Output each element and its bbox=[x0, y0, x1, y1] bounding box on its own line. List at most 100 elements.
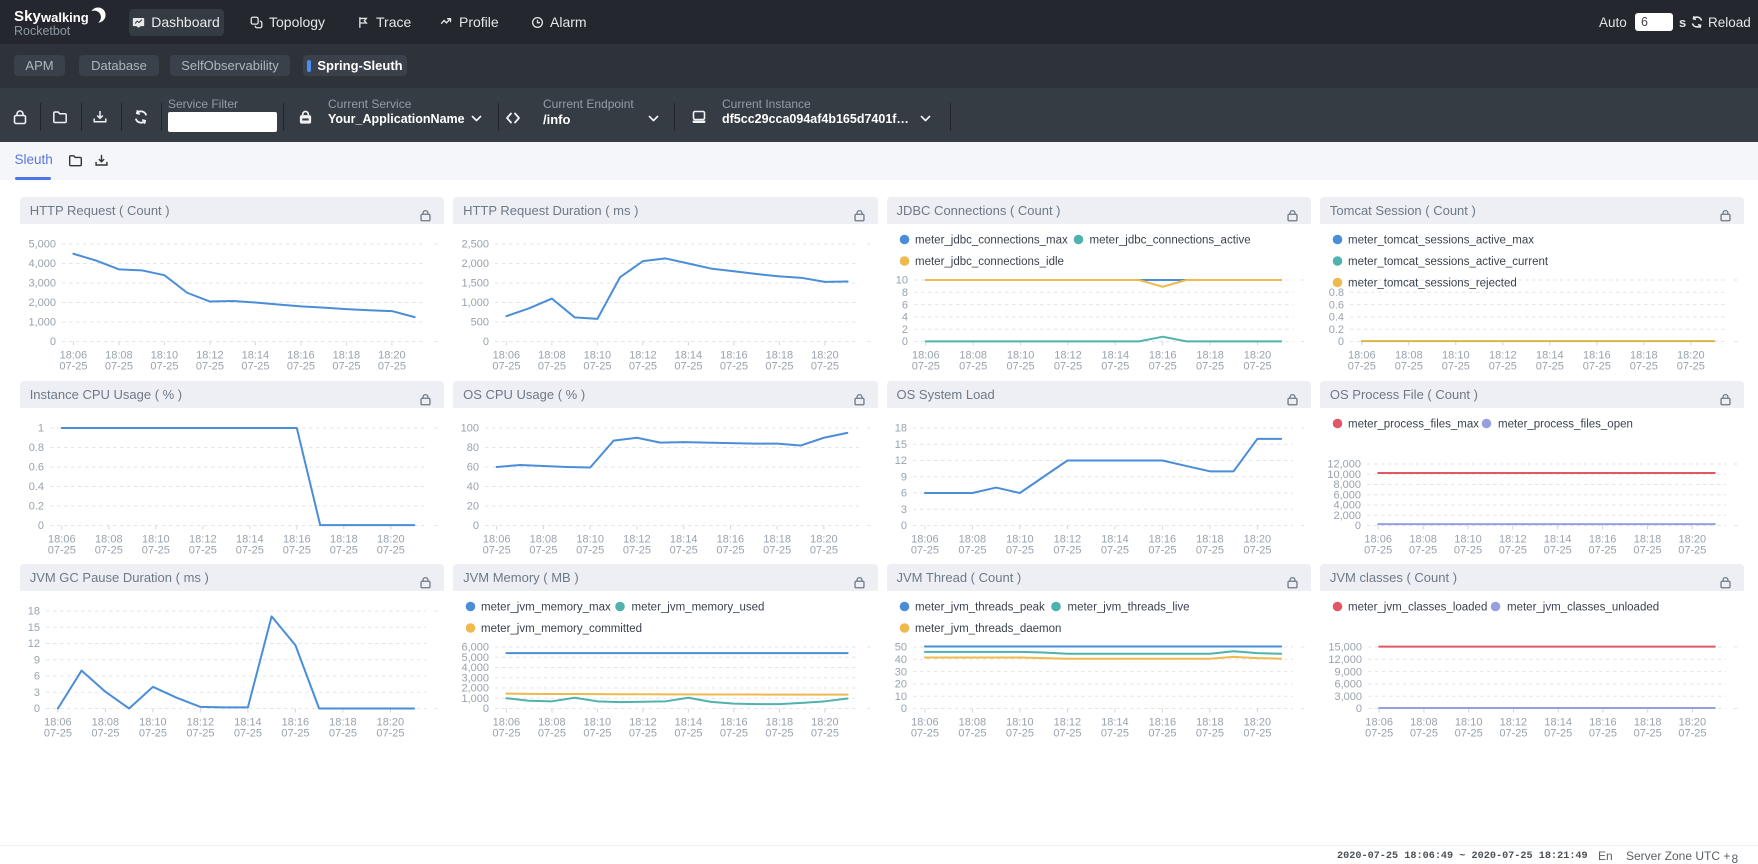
svg-text:2,000: 2,000 bbox=[1333, 509, 1361, 521]
svg-text:20: 20 bbox=[467, 500, 479, 512]
svg-text:0: 0 bbox=[901, 336, 907, 348]
svg-text:07-25: 07-25 bbox=[1243, 728, 1271, 740]
svg-text:9: 9 bbox=[34, 655, 40, 667]
svg-text:18:08: 18:08 bbox=[1395, 350, 1423, 362]
svg-text:07-25: 07-25 bbox=[287, 361, 315, 373]
svg-text:0.2: 0.2 bbox=[28, 500, 43, 512]
svg-text:6: 6 bbox=[901, 299, 907, 311]
svg-text:2,000: 2,000 bbox=[462, 683, 490, 695]
svg-text:3,000: 3,000 bbox=[1334, 691, 1362, 703]
svg-text:18:20: 18:20 bbox=[1678, 533, 1706, 545]
svg-text:07-25: 07-25 bbox=[44, 728, 72, 740]
svg-text:18:12: 18:12 bbox=[189, 533, 217, 545]
svg-text:07-25: 07-25 bbox=[1499, 728, 1527, 740]
svg-text:18:10: 18:10 bbox=[577, 533, 605, 545]
svg-text:07-25: 07-25 bbox=[1148, 544, 1176, 556]
svg-text:07-25: 07-25 bbox=[1243, 544, 1271, 556]
svg-text:6,000: 6,000 bbox=[462, 642, 490, 654]
svg-text:07-25: 07-25 bbox=[1633, 544, 1661, 556]
svg-text:18:20: 18:20 bbox=[378, 350, 406, 362]
svg-text:18:06: 18:06 bbox=[911, 717, 939, 729]
svg-text:meter_jvm_classes_loaded: meter_jvm_classes_loaded bbox=[1348, 602, 1487, 614]
svg-text:0: 0 bbox=[1356, 703, 1362, 715]
svg-text:18:10: 18:10 bbox=[150, 350, 178, 362]
svg-text:07-25: 07-25 bbox=[1365, 728, 1393, 740]
svg-text:18:06: 18:06 bbox=[493, 350, 521, 362]
svg-text:18:06: 18:06 bbox=[1365, 717, 1393, 729]
svg-text:meter_jvm_threads_daemon: meter_jvm_threads_daemon bbox=[915, 623, 1061, 635]
svg-text:8: 8 bbox=[901, 287, 907, 299]
svg-text:18:12: 18:12 bbox=[1500, 717, 1528, 729]
svg-text:07-25: 07-25 bbox=[1677, 361, 1705, 373]
svg-text:18:08: 18:08 bbox=[1409, 533, 1437, 545]
svg-text:07-25: 07-25 bbox=[1544, 544, 1572, 556]
svg-text:18:18: 18:18 bbox=[1196, 533, 1224, 545]
svg-text:5,000: 5,000 bbox=[462, 652, 490, 664]
svg-text:100: 100 bbox=[461, 422, 479, 434]
svg-text:18:20: 18:20 bbox=[376, 717, 404, 729]
svg-text:18:16: 18:16 bbox=[281, 717, 309, 729]
svg-text:18:18: 18:18 bbox=[766, 350, 794, 362]
svg-text:12,000: 12,000 bbox=[1328, 654, 1362, 666]
svg-text:4: 4 bbox=[901, 312, 907, 324]
svg-text:1,000: 1,000 bbox=[462, 297, 490, 309]
svg-text:18:18: 18:18 bbox=[764, 533, 792, 545]
svg-text:18:16: 18:16 bbox=[1589, 533, 1617, 545]
svg-text:07-25: 07-25 bbox=[1409, 544, 1437, 556]
svg-text:18:12: 18:12 bbox=[1053, 533, 1081, 545]
svg-text:meter_jdbc_connections_max: meter_jdbc_connections_max bbox=[915, 235, 1068, 247]
svg-text:07-25: 07-25 bbox=[492, 361, 520, 373]
svg-text:5,000: 5,000 bbox=[28, 239, 56, 251]
svg-text:0: 0 bbox=[483, 703, 489, 715]
svg-text:18:14: 18:14 bbox=[1101, 350, 1129, 362]
svg-text:07-25: 07-25 bbox=[1630, 361, 1658, 373]
svg-text:3: 3 bbox=[34, 687, 40, 699]
svg-text:0.6: 0.6 bbox=[1329, 299, 1344, 311]
svg-text:18:10: 18:10 bbox=[584, 350, 612, 362]
svg-text:18:10: 18:10 bbox=[1006, 350, 1034, 362]
svg-text:07-25: 07-25 bbox=[139, 728, 167, 740]
svg-text:18:16: 18:16 bbox=[287, 350, 315, 362]
svg-text:18:12: 18:12 bbox=[629, 717, 657, 729]
svg-text:07-25: 07-25 bbox=[910, 544, 938, 556]
svg-text:4,000: 4,000 bbox=[28, 258, 56, 270]
svg-text:18:16: 18:16 bbox=[1148, 533, 1176, 545]
svg-text:07-25: 07-25 bbox=[763, 544, 791, 556]
svg-text:18:18: 18:18 bbox=[766, 717, 794, 729]
svg-text:15,000: 15,000 bbox=[1328, 642, 1362, 654]
svg-text:meter_process_files_open: meter_process_files_open bbox=[1498, 418, 1633, 430]
svg-text:15: 15 bbox=[894, 438, 906, 450]
svg-text:07-25: 07-25 bbox=[47, 544, 75, 556]
svg-text:8,000: 8,000 bbox=[1333, 479, 1361, 491]
svg-text:18:16: 18:16 bbox=[720, 350, 748, 362]
svg-text:07-25: 07-25 bbox=[188, 544, 216, 556]
svg-text:07-25: 07-25 bbox=[583, 361, 611, 373]
svg-text:07-25: 07-25 bbox=[1499, 544, 1527, 556]
svg-text:18:14: 18:14 bbox=[241, 350, 269, 362]
svg-text:18:10: 18:10 bbox=[1455, 717, 1483, 729]
svg-text:07-25: 07-25 bbox=[1053, 728, 1081, 740]
svg-text:meter_jvm_memory_max: meter_jvm_memory_max bbox=[481, 602, 611, 614]
svg-text:18:06: 18:06 bbox=[1348, 350, 1376, 362]
svg-text:4,000: 4,000 bbox=[462, 662, 490, 674]
svg-text:07-25: 07-25 bbox=[376, 544, 404, 556]
svg-text:07-25: 07-25 bbox=[1455, 728, 1483, 740]
svg-text:meter_jvm_classes_unloaded: meter_jvm_classes_unloaded bbox=[1507, 602, 1659, 614]
svg-text:18:20: 18:20 bbox=[811, 350, 839, 362]
svg-text:18:20: 18:20 bbox=[1679, 717, 1707, 729]
svg-text:4,000: 4,000 bbox=[1333, 499, 1361, 511]
svg-text:07-25: 07-25 bbox=[329, 544, 357, 556]
svg-text:18:18: 18:18 bbox=[1196, 350, 1224, 362]
svg-text:18:18: 18:18 bbox=[329, 717, 357, 729]
svg-text:6: 6 bbox=[34, 671, 40, 683]
svg-text:18:12: 18:12 bbox=[186, 717, 214, 729]
svg-text:18:12: 18:12 bbox=[1054, 350, 1082, 362]
svg-text:meter_jdbc_connections_idle: meter_jdbc_connections_idle bbox=[915, 256, 1064, 268]
svg-text:9: 9 bbox=[900, 471, 906, 483]
svg-text:meter_jdbc_connections_active: meter_jdbc_connections_active bbox=[1089, 235, 1250, 247]
svg-text:40: 40 bbox=[467, 481, 479, 493]
svg-text:18:08: 18:08 bbox=[530, 533, 558, 545]
svg-text:0.8: 0.8 bbox=[1329, 287, 1344, 299]
svg-text:0.4: 0.4 bbox=[1329, 312, 1344, 324]
svg-text:1,500: 1,500 bbox=[462, 278, 490, 290]
